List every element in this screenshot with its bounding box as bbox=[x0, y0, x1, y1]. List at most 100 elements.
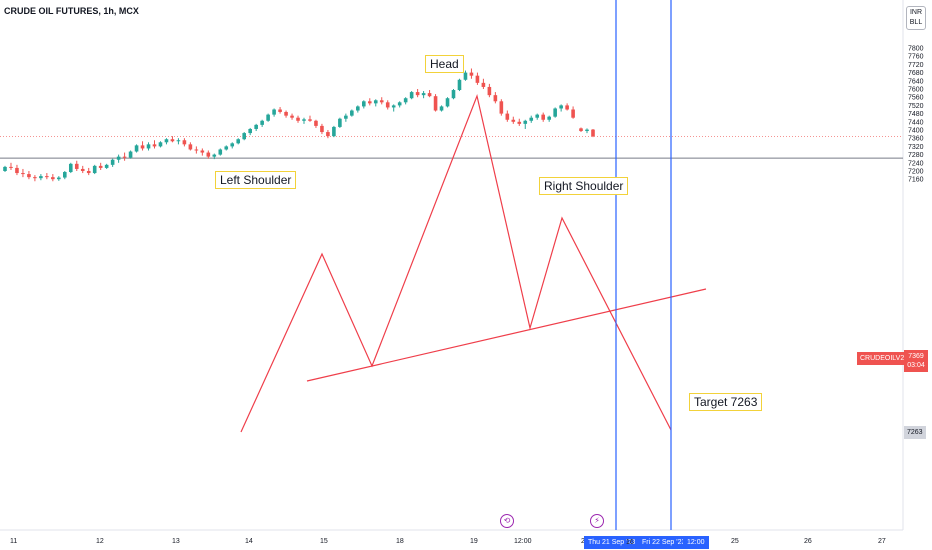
candle-body bbox=[529, 117, 534, 121]
candle-body bbox=[74, 163, 79, 169]
x-tick-label: 19 bbox=[470, 538, 478, 545]
candle-body bbox=[194, 149, 199, 151]
candle-body bbox=[140, 145, 145, 149]
candle-body bbox=[487, 86, 492, 96]
candle-body bbox=[565, 105, 569, 110]
currency-unit-button[interactable]: INR BLL bbox=[906, 6, 926, 30]
annotation-left-shoulder[interactable]: Left Shoulder bbox=[215, 171, 297, 189]
dividend-icon[interactable]: ⟲ bbox=[500, 514, 514, 528]
candle-body bbox=[68, 163, 73, 173]
candle-body bbox=[86, 171, 91, 174]
time-tick-16: 16 bbox=[626, 536, 634, 549]
candle-body bbox=[391, 105, 396, 108]
last-price-label: 7369 03:04 bbox=[904, 350, 928, 372]
candle-body bbox=[98, 165, 103, 168]
candle-body bbox=[45, 176, 49, 178]
x-tick-label: 15 bbox=[320, 538, 328, 545]
candle-body bbox=[553, 108, 557, 117]
candle-body bbox=[499, 101, 504, 114]
candle-body bbox=[176, 140, 181, 142]
currency-label: INR bbox=[909, 9, 923, 16]
y-tick-label: 7440 bbox=[908, 119, 924, 126]
y-tick-label: 7280 bbox=[908, 152, 924, 159]
time-tick-16-text: 16 bbox=[626, 539, 634, 546]
candle-body bbox=[591, 129, 595, 137]
head-shoulders-pattern[interactable] bbox=[240, 93, 672, 433]
candle-body bbox=[308, 119, 312, 121]
candle-body bbox=[320, 125, 324, 133]
annotation-head[interactable]: Head bbox=[425, 55, 464, 73]
y-tick-label: 7680 bbox=[908, 70, 924, 77]
dividend-glyph: ⟲ bbox=[503, 516, 511, 525]
candle-body bbox=[511, 119, 516, 122]
candle-body bbox=[182, 140, 187, 145]
candle-body bbox=[415, 92, 420, 96]
candle-body bbox=[559, 105, 563, 109]
neckline[interactable] bbox=[306, 288, 707, 382]
candle-body bbox=[230, 143, 235, 147]
x-tick-label: 14 bbox=[245, 538, 253, 545]
candle-body bbox=[236, 139, 241, 144]
x-tick-label: 2 bbox=[581, 538, 585, 545]
candle-body bbox=[344, 115, 348, 119]
candle-body bbox=[57, 177, 61, 180]
y-tick-label: 7640 bbox=[908, 78, 924, 85]
time-highlight-2: Fri 22 Sep '23 bbox=[638, 536, 690, 549]
candle-body bbox=[110, 159, 115, 165]
candle-body bbox=[218, 149, 223, 155]
x-tick-label: 25 bbox=[731, 538, 739, 545]
candle-body bbox=[206, 152, 211, 157]
candle-body bbox=[63, 172, 67, 178]
candle-body bbox=[433, 96, 438, 111]
candle-body bbox=[284, 111, 288, 116]
candle-body bbox=[585, 129, 589, 132]
candle-body bbox=[505, 113, 510, 120]
candle-body bbox=[146, 144, 151, 149]
y-tick-label: 7480 bbox=[908, 111, 924, 118]
annotation-target[interactable]: Target 7263 bbox=[689, 393, 763, 411]
candle-body bbox=[21, 173, 25, 175]
lightning-icon[interactable]: ⚡ bbox=[590, 514, 604, 528]
candle-body bbox=[457, 79, 462, 91]
time-highlight-1-text: Thu 21 Sep '23 bbox=[588, 539, 636, 546]
candle-body bbox=[51, 177, 55, 180]
x-tick-label: 27 bbox=[878, 538, 886, 545]
y-tick-label: 7520 bbox=[908, 103, 924, 110]
candle-body bbox=[3, 166, 7, 171]
annotation-right-shoulder[interactable]: Right Shoulder bbox=[539, 177, 629, 195]
y-tick-label: 7160 bbox=[908, 177, 924, 184]
candle-body bbox=[302, 119, 306, 121]
candle-body bbox=[397, 102, 402, 106]
unit-label: BLL bbox=[909, 19, 923, 26]
time-highlight-3-text: 12:00 bbox=[687, 539, 705, 546]
candle-body bbox=[266, 114, 270, 121]
candle-body bbox=[439, 106, 444, 111]
candle-body bbox=[326, 132, 330, 137]
symbol-title: CRUDE OIL FUTURES, 1h, MCX bbox=[4, 6, 139, 16]
y-tick-label: 7400 bbox=[908, 128, 924, 135]
y-tick-label: 7360 bbox=[908, 136, 924, 143]
candle-body bbox=[385, 102, 390, 108]
last-price-value: 7369 bbox=[908, 353, 924, 360]
candle-body bbox=[338, 118, 342, 127]
symbol-price-label: CRUDEOILV2023 bbox=[857, 352, 919, 365]
candle-body bbox=[278, 109, 282, 112]
candle-body bbox=[224, 146, 229, 150]
target-price-label: 7263 bbox=[904, 426, 926, 439]
candle-body bbox=[164, 139, 169, 143]
candle-body bbox=[296, 117, 300, 121]
candle-body bbox=[248, 128, 252, 134]
bar-countdown: 03:04 bbox=[907, 362, 925, 369]
candle-body bbox=[9, 166, 13, 168]
candle-body bbox=[541, 114, 545, 120]
candle-body bbox=[260, 120, 264, 125]
candle-body bbox=[128, 151, 133, 158]
candle-body bbox=[122, 156, 127, 158]
candle-body bbox=[104, 164, 109, 168]
candle-body bbox=[80, 168, 85, 171]
candle-body bbox=[33, 177, 37, 179]
candle-body bbox=[427, 93, 432, 97]
candle-body bbox=[517, 121, 522, 124]
x-tick-label: 13 bbox=[172, 538, 180, 545]
